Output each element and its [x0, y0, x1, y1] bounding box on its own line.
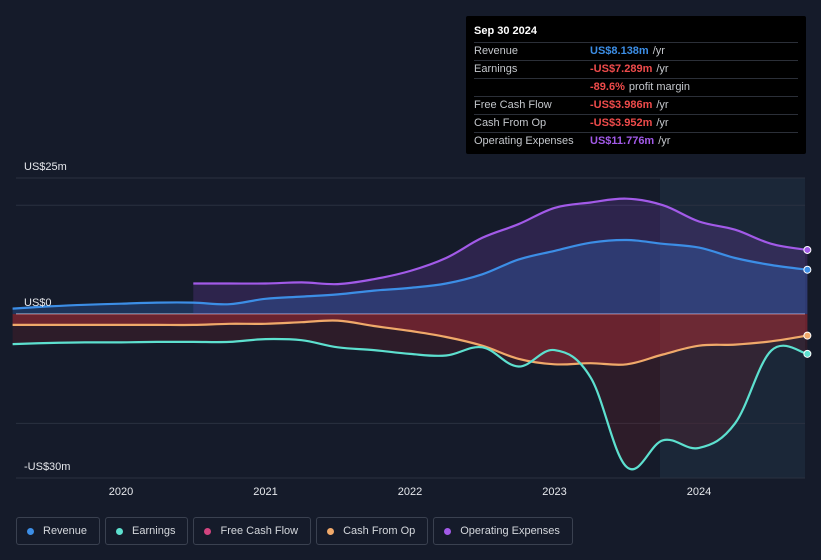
endpoint-cash-from-op	[803, 331, 812, 340]
tooltip-row-unit: /yr	[658, 135, 671, 147]
tooltip-date: Sep 30 2024	[474, 25, 537, 37]
tooltip-row: Earnings -US$7.289m/yr	[474, 60, 798, 78]
y-tick-label: US$25m	[24, 161, 67, 173]
tooltip-row-unit: profit margin	[628, 81, 690, 93]
tooltip-row-unit: /yr	[656, 63, 669, 75]
x-tick-label: 2020	[109, 486, 133, 498]
series-lines	[12, 197, 808, 471]
tooltip-row-value: US$11.776m	[590, 135, 655, 147]
endpoint-earnings	[803, 349, 812, 358]
legend-item-earnings[interactable]: Earnings	[105, 517, 189, 545]
series-areas	[12, 198, 808, 470]
legend-dot-icon	[444, 527, 452, 535]
tooltip-row: Free Cash Flow -US$3.986m/yr	[474, 96, 798, 114]
tooltip-row-label: Cash From Op	[474, 117, 547, 129]
series-endpoints	[803, 245, 812, 358]
y-axis-labels: US$25m US$0 -US$30m	[24, 161, 70, 473]
tooltip-row-unit: /yr	[656, 99, 669, 111]
tooltip-row-label	[474, 79, 590, 96]
legend-label: Earnings	[132, 525, 176, 537]
legend-item-cash-from-op[interactable]: Cash From Op	[316, 517, 429, 545]
tooltip-row-label: Revenue	[474, 45, 519, 57]
area-revenue	[12, 239, 808, 314]
line-operating-expenses	[193, 197, 808, 286]
line-cash-from-op	[12, 319, 808, 366]
tooltip-row-label: Earnings	[474, 63, 518, 75]
gridlines	[16, 177, 805, 479]
legend-item-free-cash-flow[interactable]: Free Cash Flow	[193, 517, 312, 545]
tooltip-row: Revenue US$8.138m/yr	[474, 42, 798, 60]
x-tick-label: 2022	[398, 486, 422, 498]
x-tick-label: 2021	[253, 486, 277, 498]
endpoint-revenue	[803, 265, 812, 274]
legend-label: Free Cash Flow	[220, 525, 299, 537]
tooltip-row-value: -US$3.986m	[590, 99, 653, 111]
tooltip-row: Operating Expenses US$11.776m/yr	[474, 132, 798, 150]
legend-label: Revenue	[43, 525, 88, 537]
x-tick-label: 2024	[687, 486, 711, 498]
tooltip-row-value: US$8.138m	[590, 45, 649, 57]
y-tick-label: -US$30m	[24, 461, 70, 473]
tooltip-row-label: Operating Expenses	[474, 135, 574, 147]
legend-dot-icon	[27, 527, 34, 535]
tooltip-row-value: -US$7.289m	[590, 63, 653, 75]
tooltip-row-unit: /yr	[652, 45, 665, 57]
line-earnings	[12, 337, 808, 471]
tooltip-row-value: -US$3.952m	[590, 117, 653, 129]
legend-dot-icon	[204, 527, 212, 535]
legend-item-revenue[interactable]: Revenue	[16, 517, 101, 545]
area-operating-expenses	[193, 198, 808, 314]
tooltip-row: Cash From Op -US$3.952m/yr	[474, 114, 798, 132]
area-earnings	[12, 314, 808, 470]
tooltip-row: -89.6% profit margin	[474, 78, 798, 96]
tooltip-row-value: -89.6%	[590, 81, 625, 93]
legend-dot-icon	[116, 527, 124, 535]
legend-item-operating-expenses[interactable]: Operating Expenses	[433, 517, 573, 545]
legend-label: Cash From Op	[343, 525, 416, 537]
area-cash-from-op	[12, 314, 808, 365]
y-tick-label: US$0	[24, 297, 52, 309]
legend-dot-icon	[327, 527, 335, 535]
legend-label: Operating Expenses	[460, 525, 560, 537]
x-axis-labels: 2020 2021 2022 2023 2024	[109, 486, 711, 498]
endpoint-operating-expenses	[803, 245, 812, 254]
tooltip-row-unit: /yr	[656, 117, 669, 129]
x-tick-label: 2023	[542, 486, 566, 498]
data-tooltip: Sep 30 2024 Revenue US$8.138m/yr Earnings -…	[466, 16, 806, 154]
line-revenue	[12, 238, 808, 310]
legend: Revenue Earnings Free Cash Flow Cash From O…	[16, 517, 573, 545]
tooltip-row-label: Free Cash Flow	[474, 99, 552, 111]
